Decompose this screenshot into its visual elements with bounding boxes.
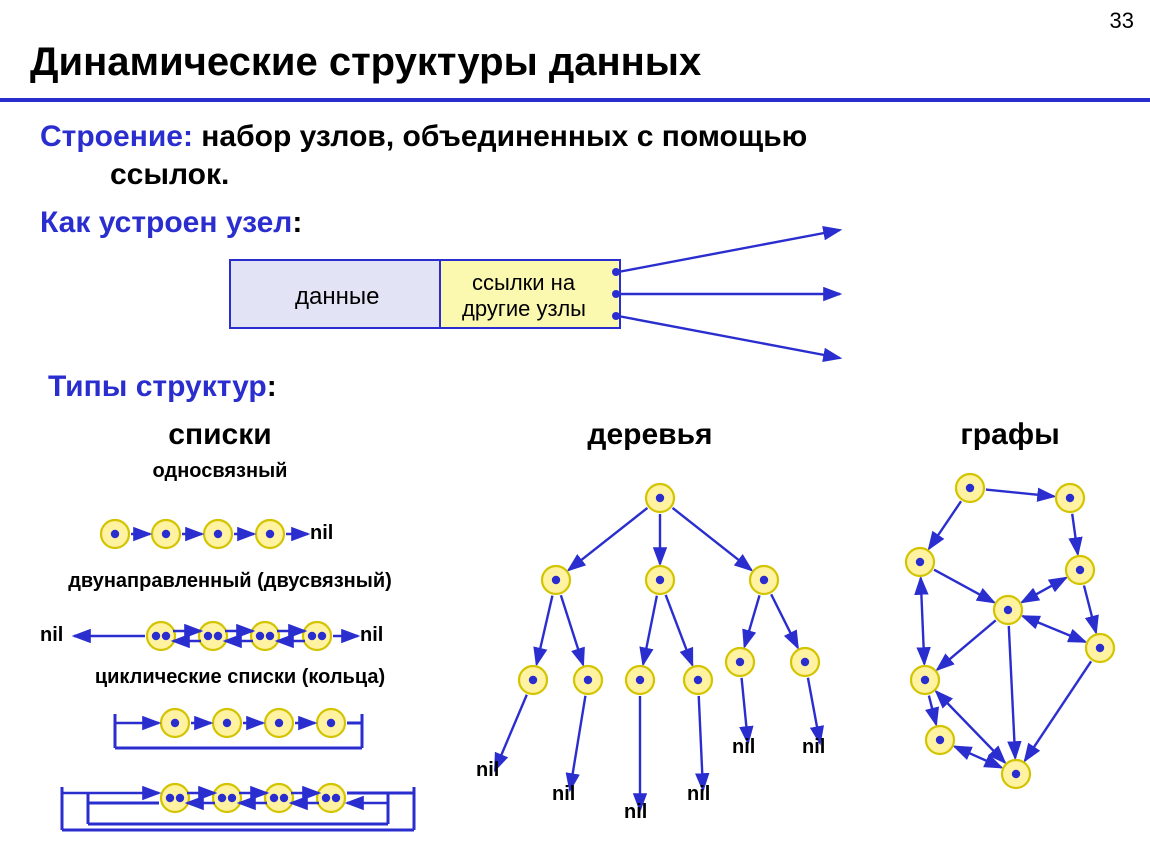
svg-text:другие узлы: другие узлы [462, 296, 586, 321]
svg-text:nil: nil [624, 801, 647, 823]
svg-text:nil: nil [732, 736, 755, 758]
svg-text:ссылки на: ссылки на [472, 270, 576, 295]
svg-text:nil: nil [802, 736, 825, 758]
svg-text:данные: данные [295, 283, 379, 310]
svg-text:nil: nil [687, 783, 710, 805]
svg-text:nil: nil [552, 783, 575, 805]
svg-text:nil: nil [476, 759, 499, 781]
diagram-svg: данные ссылки надругие узлы nil nil nil nil ni… [0, 0, 1150, 864]
